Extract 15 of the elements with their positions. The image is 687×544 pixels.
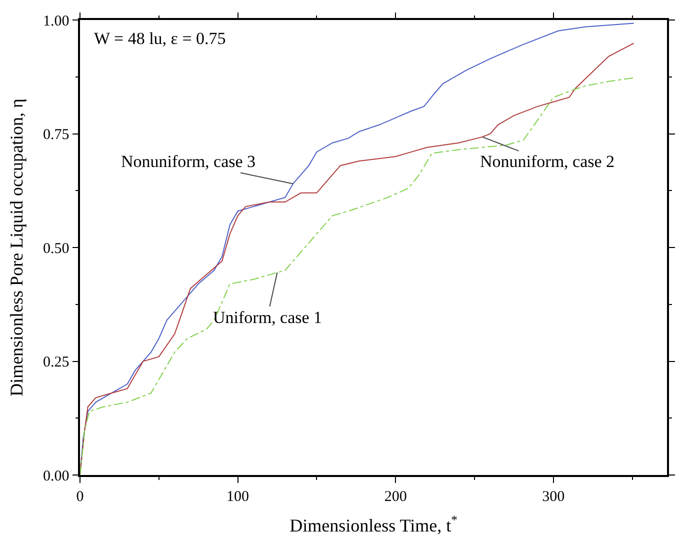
- annotation: Nonuniform, case 2: [480, 152, 615, 171]
- x-tick-label: 300: [542, 488, 565, 505]
- annotation: Uniform, case 1: [213, 308, 322, 327]
- y-axis-title: Dimensionless Pore Liquid occupation, η: [6, 98, 27, 396]
- x-tick-label: 100: [226, 488, 250, 505]
- x-axis-title: Dimensionless Time, t$^{*}$: [290, 512, 458, 536]
- y-tick-label: 0.25: [43, 354, 70, 370]
- annotation: W = 48 lu, ε = 0.75: [94, 29, 226, 48]
- x-tick-label: 0: [76, 488, 84, 505]
- y-tick-label: 0.75: [43, 127, 70, 143]
- annotation: Nonuniform, case 3: [121, 152, 256, 171]
- y-tick-label: 0.00: [43, 468, 70, 484]
- y-tick-label: 1.00: [43, 13, 70, 30]
- y-tick-label: 0.50: [43, 240, 70, 257]
- x-tick-label: 200: [384, 488, 407, 505]
